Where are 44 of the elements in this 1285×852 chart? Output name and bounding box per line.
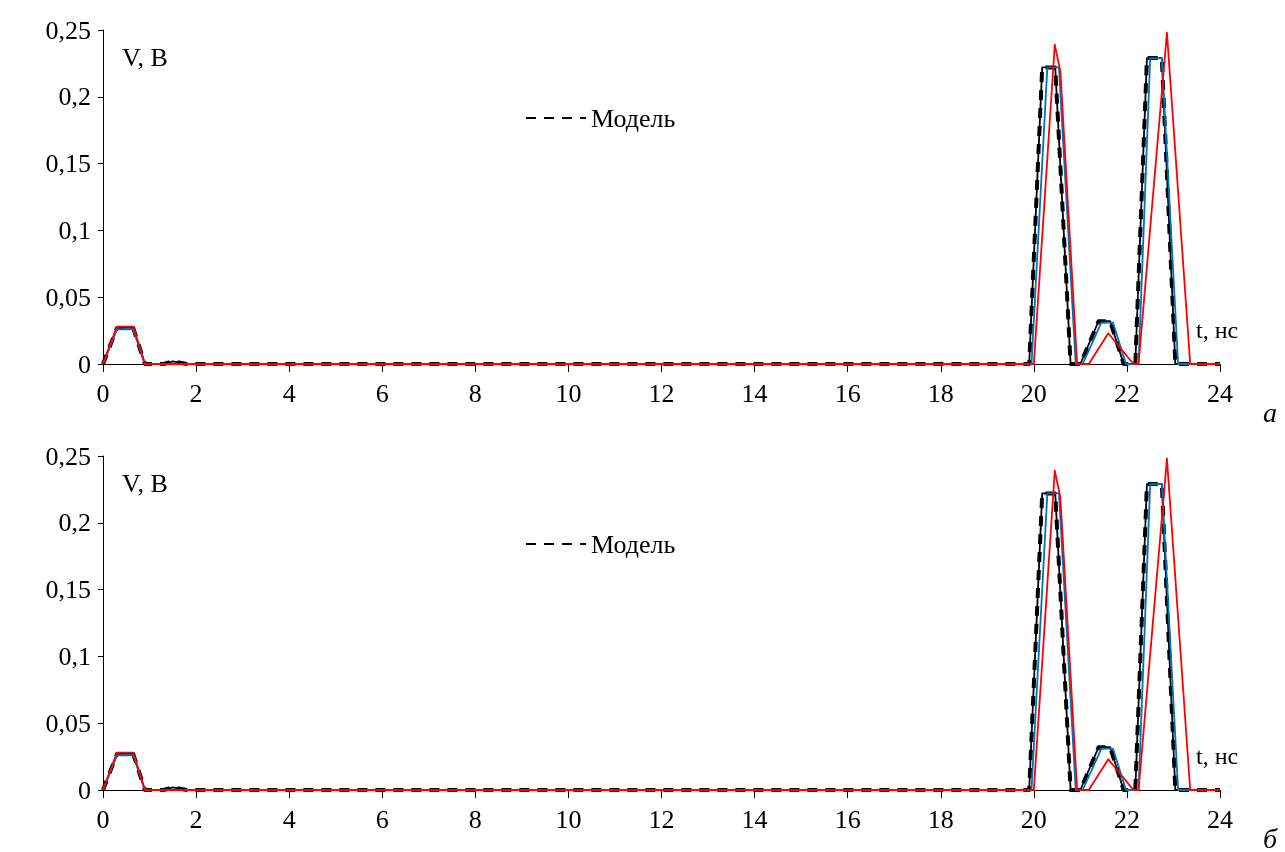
x-tick-label: 4 <box>282 378 296 408</box>
x-tick-label: 18 <box>927 804 954 834</box>
x-tick-label: 22 <box>1113 378 1140 408</box>
x-tick-label: 24 <box>1207 804 1233 834</box>
y-axis-title: V, В <box>122 468 168 498</box>
x-tick-label: 16 <box>834 804 861 834</box>
x-tick-label: 10 <box>555 378 582 408</box>
x-tick-label: 20 <box>1020 804 1047 834</box>
x-tick-label: 2 <box>189 378 203 408</box>
x-axis-title: t, нс <box>1196 317 1239 343</box>
x-tick-label: 8 <box>468 804 482 834</box>
x-tick-label: 8 <box>468 378 482 408</box>
x-axis-title: t, нс <box>1196 743 1239 769</box>
x-tick-label: 6 <box>375 804 389 834</box>
y-tick-label: 0,25 <box>45 15 91 45</box>
x-tick-label: 16 <box>834 378 861 408</box>
y-tick-label: 0,1 <box>58 641 91 671</box>
text: б <box>1263 822 1278 852</box>
x-tick-label: 2 <box>189 804 203 834</box>
text: а <box>1263 396 1277 428</box>
y-tick-label: 0,15 <box>45 575 91 605</box>
y-tick-label: 0,15 <box>45 149 91 179</box>
y-tick-label: 0,2 <box>58 508 91 538</box>
x-tick-label: 22 <box>1113 804 1140 834</box>
legend-label: Модель <box>591 103 676 133</box>
x-tick-label: 4 <box>282 804 296 834</box>
x-tick-label: 18 <box>927 378 954 408</box>
x-tick-label: 24 <box>1207 378 1233 408</box>
y-tick-label: 0 <box>78 775 91 805</box>
y-axis-title: V, В <box>122 42 168 72</box>
y-tick-label: 0,05 <box>45 282 91 312</box>
y-tick-label: 0,1 <box>58 215 91 245</box>
y-tick-label: 0,25 <box>45 441 91 471</box>
x-tick-label: 6 <box>375 378 389 408</box>
x-tick-label: 20 <box>1020 378 1047 408</box>
y-tick-label: 0 <box>78 349 91 379</box>
x-tick-label: 14 <box>741 378 768 408</box>
x-tick-label: 14 <box>741 804 768 834</box>
y-tick-label: 0,2 <box>58 82 91 112</box>
legend-label: Модель <box>591 529 676 559</box>
x-tick-label: 10 <box>555 804 582 834</box>
x-tick-label: 12 <box>648 378 675 408</box>
y-tick-label: 0,05 <box>45 708 91 738</box>
x-tick-label: 12 <box>648 804 675 834</box>
